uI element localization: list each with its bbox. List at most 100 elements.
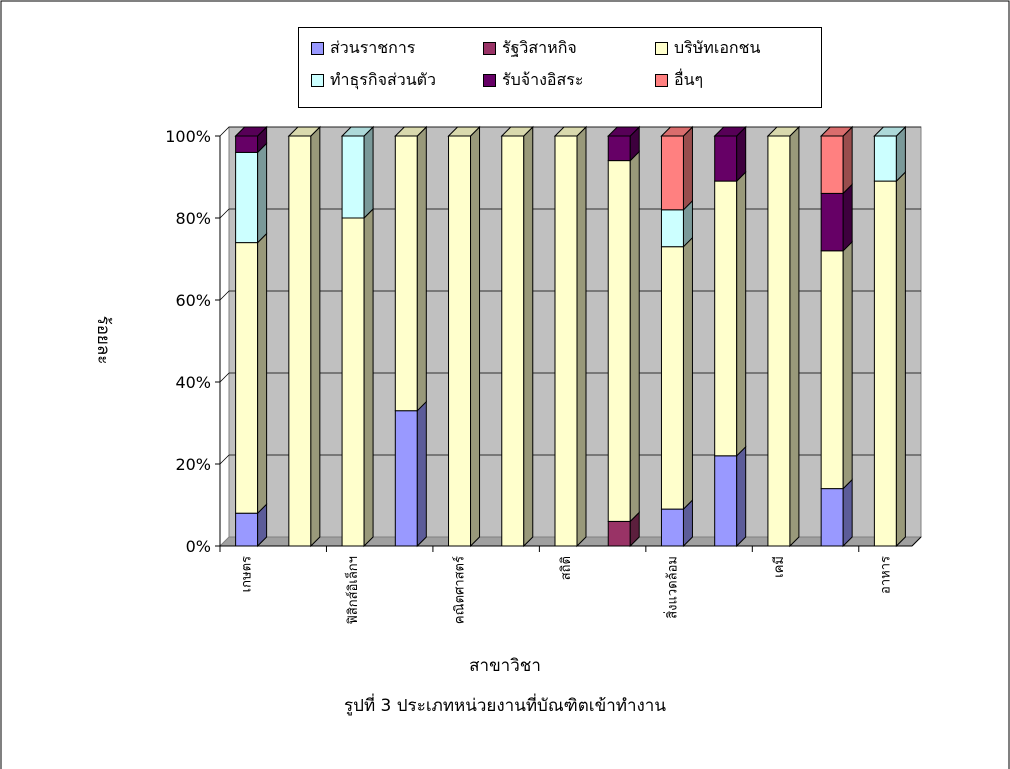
bar-segment	[714, 135, 738, 182]
legend-item-freelance: รับจ้างอิสระ	[483, 68, 583, 93]
gridline-depth	[219, 290, 230, 301]
bar-top-cap	[660, 126, 694, 137]
bar-segment	[341, 217, 365, 547]
legend-item-other: อื่นๆ	[655, 68, 703, 93]
bar-segment-side	[736, 445, 747, 548]
legend-label: รับจ้างอิสระ	[502, 70, 584, 89]
legend-swatch	[655, 74, 668, 87]
bar-segment	[235, 242, 259, 514]
bar-segment	[394, 410, 418, 547]
legend-swatch	[483, 74, 496, 87]
bar-top-cap	[500, 126, 534, 137]
bar-segment-side	[895, 170, 906, 548]
bar-top-cap	[340, 126, 375, 137]
gridline-depth	[219, 454, 230, 465]
y-tick-label: 80%	[175, 209, 211, 228]
bar-top-cap	[873, 126, 907, 137]
bar-segment-side	[842, 183, 853, 253]
bar-segment	[394, 135, 418, 412]
bar-segment	[873, 180, 897, 547]
bar-segment-side	[736, 170, 747, 458]
bar-segment-side	[257, 232, 268, 515]
y-tick-label: 0%	[186, 537, 211, 556]
legend-item-state-enterprise: รัฐวิสาหกิจ	[483, 36, 577, 61]
bar-top-cap	[819, 126, 854, 137]
legend-swatch	[311, 74, 324, 87]
bar-segment	[288, 135, 312, 547]
x-tick-label: ฟิสิกส์อิเล็กฯ	[343, 556, 361, 625]
legend-label: รัฐวิสาหกิจ	[502, 38, 577, 57]
y-tick-label: 60%	[175, 291, 211, 310]
bar-segment-side	[470, 125, 481, 548]
bar-segment	[820, 250, 844, 490]
bar-segment	[235, 135, 259, 153]
x-axis-depth	[911, 536, 922, 547]
legend-swatch	[655, 42, 668, 55]
bar-segment-side	[842, 478, 853, 548]
bar-segment	[607, 520, 631, 547]
bar-segment	[607, 135, 631, 162]
bar-top-cap	[766, 126, 801, 137]
bar-segment-side	[789, 125, 800, 548]
bar-segment	[820, 488, 844, 547]
legend-item-government: ส่วนราชการ	[311, 36, 415, 61]
bar-segment-side	[416, 400, 427, 548]
bar-segment	[767, 135, 791, 547]
legend-label: บริษัทเอกชน	[674, 38, 761, 57]
bar-segment	[448, 135, 472, 547]
bar-segment	[501, 135, 525, 547]
legend-label: ทำธุรกิจส่วนตัว	[330, 70, 437, 89]
bar-top-cap	[713, 126, 747, 137]
x-axis-title: สาขาวิชา	[469, 656, 541, 676]
bar-segment-side	[363, 125, 374, 220]
x-tick-label: สิ่งแวดล้อม	[663, 556, 680, 619]
bar-segment-side	[842, 240, 853, 490]
x-tick-label: เคมี	[771, 556, 787, 578]
bar-segment	[660, 508, 684, 547]
figure-caption: รูปที่ 3 ประเภทหน่วยงานที่บัณฑิตเข้าทำงา…	[344, 696, 666, 716]
bar-segment	[607, 160, 631, 522]
y-tick-label: 100%	[165, 127, 211, 146]
bar-top-cap	[553, 126, 588, 137]
bar-segment	[660, 209, 684, 248]
bar-top-cap	[234, 126, 268, 137]
bar-segment-side	[629, 150, 640, 523]
bar-segment	[235, 151, 259, 244]
y-tick-label: 20%	[175, 455, 211, 474]
bar-segment-side	[576, 125, 587, 548]
bar-segment	[873, 135, 897, 182]
bar-segment-side	[416, 125, 427, 412]
bar-segment-side	[842, 125, 853, 195]
bar-segment-side	[257, 142, 268, 244]
bar-segment	[714, 180, 738, 457]
gridline-depth	[219, 372, 230, 383]
y-axis-title: ร้อยละ	[93, 316, 113, 365]
y-tick-label: 40%	[175, 373, 211, 392]
bar-top-cap	[394, 126, 428, 137]
x-tick-label: สถิติ	[559, 556, 574, 580]
bar-segment	[341, 135, 365, 219]
bar-segment	[660, 135, 684, 211]
bar-segment	[660, 246, 684, 510]
bar-segment-side	[310, 125, 321, 548]
bar-segment	[714, 455, 738, 547]
legend-item-private-company: บริษัทเอกชน	[655, 36, 760, 61]
bar-top-cap	[447, 126, 481, 137]
bar-segment-side	[682, 236, 693, 511]
gridline-depth	[219, 208, 230, 219]
bar-segment	[820, 135, 844, 194]
legend-label: อื่นๆ	[674, 70, 704, 89]
x-tick-label: คณิตศาสตร์	[452, 556, 468, 624]
bar-segment	[554, 135, 578, 547]
bar-segment-side	[363, 207, 374, 548]
bar-segment	[820, 192, 844, 252]
x-tick-label: เกษตร	[240, 556, 255, 592]
bar-segment-side	[523, 125, 534, 548]
legend-label: ส่วนราชการ	[330, 38, 416, 57]
bar-top-cap	[607, 126, 641, 137]
legend-swatch	[311, 42, 324, 55]
gridline-depth	[219, 126, 230, 137]
